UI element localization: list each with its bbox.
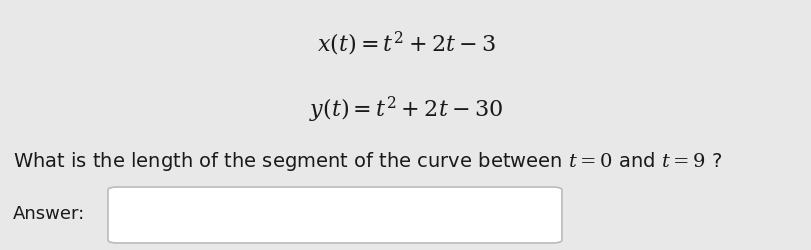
Text: Answer:: Answer: — [13, 205, 85, 223]
Text: $y(t) = t^2 + 2t - 30$: $y(t) = t^2 + 2t - 30$ — [309, 95, 502, 125]
Text: $x(t) = t^2 + 2t - 3$: $x(t) = t^2 + 2t - 3$ — [316, 30, 495, 58]
FancyBboxPatch shape — [108, 187, 561, 243]
Text: What is the length of the segment of the curve between $t = 0$ and $t = 9$ ?: What is the length of the segment of the… — [13, 150, 722, 173]
